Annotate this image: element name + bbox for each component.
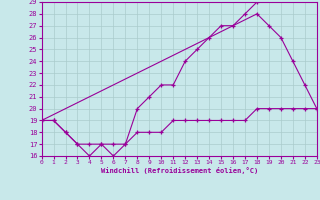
X-axis label: Windchill (Refroidissement éolien,°C): Windchill (Refroidissement éolien,°C) xyxy=(100,167,258,174)
